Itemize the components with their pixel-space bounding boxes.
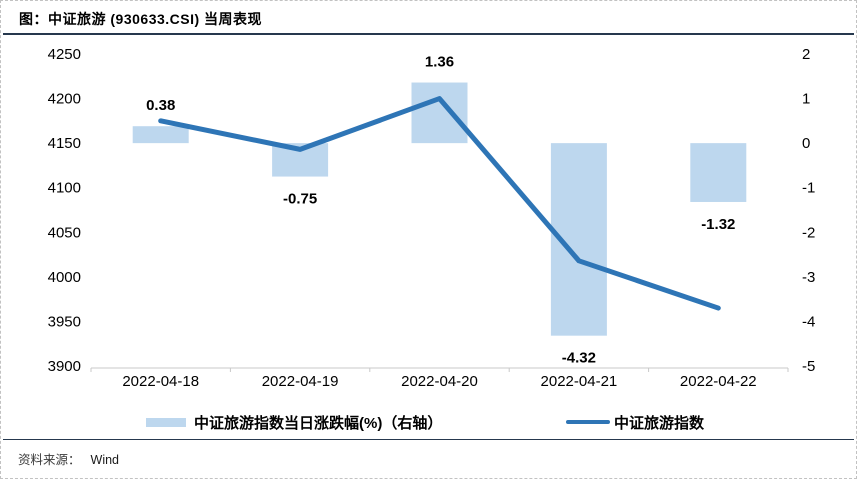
right-axis-tick-label: 1 (802, 91, 810, 108)
x-axis-label: 2022-04-18 (122, 373, 199, 390)
right-axis-tick-label: -5 (802, 358, 815, 375)
title-divider (3, 33, 854, 35)
right-axis-tick-label: 2 (802, 46, 810, 63)
bar-data-label: 1.36 (425, 54, 454, 71)
right-axis-tick-label: -3 (802, 269, 815, 286)
bar-data-label: 0.38 (146, 97, 175, 114)
bar-2022-04-22 (690, 143, 747, 202)
bar-data-label: -1.32 (701, 216, 735, 233)
left-axis-tick-label: 4100 (48, 180, 81, 197)
source-label: 资料来源： (18, 453, 81, 467)
left-axis-tick-label: 3950 (48, 313, 81, 330)
legend-item-line-series: 中证旅游指数 (566, 409, 704, 435)
left-axis-tick-label: 3900 (48, 358, 81, 375)
left-axis-tick-label: 4000 (48, 269, 81, 286)
right-axis-tick-label: -4 (802, 313, 815, 330)
line-series-swatch (566, 420, 610, 424)
left-axis-tick-label: 4250 (48, 46, 81, 63)
footer-divider (3, 439, 854, 440)
left-axis-tick-label: 4150 (48, 135, 81, 152)
data-source: 资料来源： Wind (18, 449, 119, 468)
x-axis-label: 2022-04-19 (262, 373, 339, 390)
x-axis-label: 2022-04-20 (401, 373, 478, 390)
chart-title: 图：中证旅游 (930633.CSI) 当周表现 (19, 11, 263, 27)
x-axis-label: 2022-04-22 (680, 373, 757, 390)
combo-chart: 4250 4200 4150 4100 4050 4000 3950 3900 2 1 0 -1 -2 -… (48, 46, 816, 390)
bar-2022-04-20 (411, 82, 468, 144)
right-axis-tick-label: 0 (802, 135, 810, 152)
legend-item-bar-series: 中证旅游指数当日涨跌幅(%)（右轴） (146, 409, 442, 435)
chart-legend: 中证旅游指数当日涨跌幅(%)（右轴） 中证旅游指数 (1, 409, 856, 435)
index-line (158, 96, 721, 311)
bar-2022-04-18 (132, 126, 189, 144)
source-value: Wind (90, 453, 119, 467)
left-axis-tick-label: 4050 (48, 224, 81, 241)
right-axis-tick-label: -1 (802, 180, 815, 197)
bar-data-label: -4.32 (562, 350, 596, 367)
right-axis-tick-label: -2 (802, 224, 815, 241)
left-axis-tick-label: 4200 (48, 91, 81, 108)
legend-label-bar-series: 中证旅游指数当日涨跌幅(%)（右轴） (194, 414, 443, 432)
bar-series-swatch (146, 417, 186, 427)
legend-label-line-series: 中证旅游指数 (614, 414, 705, 432)
bar-data-label: -0.75 (283, 191, 317, 208)
x-axis-label: 2022-04-21 (541, 373, 618, 390)
